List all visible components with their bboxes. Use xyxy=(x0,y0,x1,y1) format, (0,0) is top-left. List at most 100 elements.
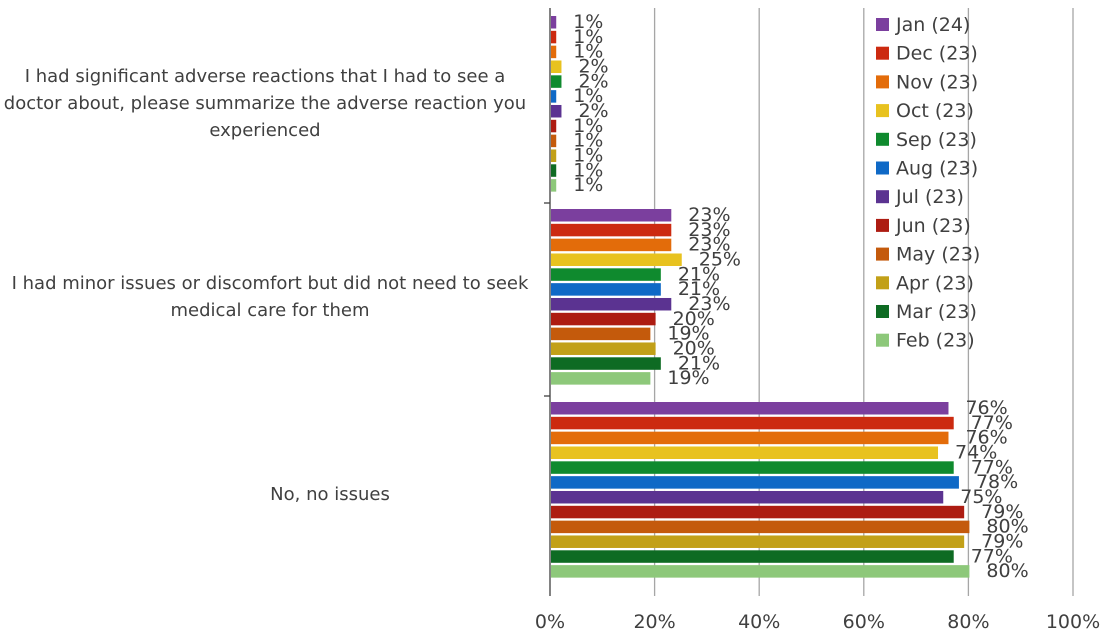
bar xyxy=(551,505,965,519)
data-label: 19% xyxy=(667,323,709,345)
data-label: 1% xyxy=(573,26,603,48)
bar xyxy=(551,372,651,385)
x-tick-label: 40% xyxy=(738,611,780,631)
data-label: 77% xyxy=(971,545,1013,567)
bar xyxy=(551,223,672,237)
bar xyxy=(551,75,562,88)
bar xyxy=(551,164,557,177)
bar xyxy=(551,431,949,445)
legend-label: Jun (23) xyxy=(895,215,971,237)
bar xyxy=(551,490,944,504)
bar xyxy=(551,209,672,222)
legend-label: Dec (23) xyxy=(896,43,978,65)
bar xyxy=(551,45,557,59)
category-label-minor-issues: I had minor issues or discomfort but did… xyxy=(11,273,529,321)
bar xyxy=(551,238,672,252)
legend-swatch xyxy=(876,132,889,146)
legend-label: Oct (23) xyxy=(896,100,974,122)
legend-swatch xyxy=(876,305,889,318)
bar xyxy=(551,327,651,341)
x-tick-label: 80% xyxy=(947,611,989,631)
x-tick-label: 100% xyxy=(1046,611,1100,631)
data-label: 23% xyxy=(688,219,730,241)
data-label: 1% xyxy=(573,115,603,137)
data-label: 1% xyxy=(573,85,603,107)
legend-swatch xyxy=(876,75,889,89)
legend-label: Jan (24) xyxy=(895,14,970,36)
data-label: 2% xyxy=(578,100,608,122)
bar xyxy=(551,283,661,296)
bar xyxy=(551,16,557,29)
data-label: 23% xyxy=(688,293,730,315)
data-label: 79% xyxy=(981,530,1023,552)
data-label: 80% xyxy=(986,516,1028,538)
data-label: 76% xyxy=(965,427,1007,449)
legend-swatch xyxy=(876,276,889,290)
legend-swatch xyxy=(876,46,889,60)
bar xyxy=(551,30,557,44)
legend-label: Mar (23) xyxy=(896,301,977,323)
bar xyxy=(551,476,959,489)
data-label: 1% xyxy=(573,144,603,166)
bar xyxy=(551,416,954,430)
data-label: 21% xyxy=(678,352,720,374)
data-label: 20% xyxy=(673,308,715,330)
bar xyxy=(551,357,661,370)
data-label: 1% xyxy=(573,130,603,152)
x-tick-label: 0% xyxy=(535,611,565,631)
bar xyxy=(551,134,557,148)
legend-swatch xyxy=(876,18,889,31)
bar xyxy=(551,461,954,474)
legend-label: Aug (23) xyxy=(896,158,978,180)
bar xyxy=(551,550,954,563)
legend-swatch xyxy=(876,247,889,261)
bar xyxy=(551,446,939,459)
legend-label: May (23) xyxy=(896,244,980,266)
legend-swatch xyxy=(876,333,889,347)
legend-label: Feb (23) xyxy=(896,330,975,352)
data-label: 1% xyxy=(573,41,603,63)
data-label: 23% xyxy=(688,234,730,256)
x-tick-label: 20% xyxy=(633,611,675,631)
data-label: 78% xyxy=(976,471,1018,493)
data-label: 80% xyxy=(986,560,1028,582)
category-label-significant-reactions: I had significant adverse reactions that… xyxy=(3,66,527,141)
legend-swatch xyxy=(876,161,889,175)
bar xyxy=(551,268,661,281)
data-label: 1% xyxy=(573,11,603,33)
bar xyxy=(551,565,970,578)
data-label: 19% xyxy=(667,367,709,389)
legend-swatch xyxy=(876,218,889,232)
data-label: 76% xyxy=(965,397,1007,419)
data-label: 75% xyxy=(960,486,1002,508)
legend-swatch xyxy=(876,104,889,118)
legend-label: Apr (23) xyxy=(896,272,974,294)
x-tick-label: 60% xyxy=(843,611,885,631)
legend-label: Sep (23) xyxy=(896,129,977,151)
data-label: 79% xyxy=(981,501,1023,523)
bar xyxy=(551,90,557,103)
data-label: 1% xyxy=(573,174,603,196)
category-label-no-issues: No, no issues xyxy=(270,484,390,505)
bar xyxy=(551,312,656,326)
legend-label: Nov (23) xyxy=(896,71,978,93)
data-label: 20% xyxy=(673,337,715,359)
data-label: 25% xyxy=(699,248,741,270)
bar xyxy=(551,253,682,266)
data-label: 74% xyxy=(955,441,997,463)
data-label: 2% xyxy=(578,55,608,77)
bar xyxy=(551,179,557,192)
data-label: 21% xyxy=(678,278,720,300)
bar xyxy=(551,520,970,534)
data-label: 1% xyxy=(573,159,603,181)
bar xyxy=(551,535,965,548)
bar xyxy=(551,119,557,133)
data-label: 77% xyxy=(971,412,1013,434)
bar xyxy=(551,60,562,73)
data-label: 77% xyxy=(971,456,1013,478)
legend-label: Jul (23) xyxy=(895,186,964,208)
bar xyxy=(551,104,562,118)
bar xyxy=(551,402,949,415)
